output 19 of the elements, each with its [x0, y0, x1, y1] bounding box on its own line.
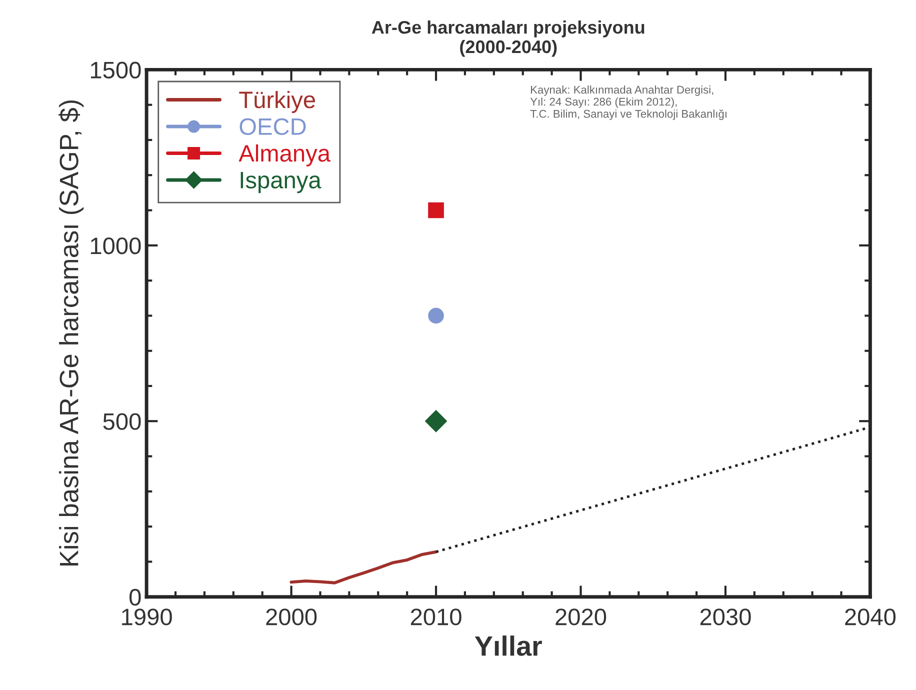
chart-title: Ar-Ge harcamaları projeksiyonu (2000-2040) — [372, 20, 644, 57]
x-axis-title: Yıllar — [474, 636, 542, 656]
x-tick-label: 2020 — [556, 608, 606, 626]
y-axis-title: Kisi basina AR-Ge harcaması (SAGP, $) — [58, 100, 84, 566]
legend-label: Ispanya — [240, 172, 322, 194]
x-tick-label: 2040 — [845, 608, 896, 626]
x-tick-label: 1990 — [122, 608, 172, 626]
y-tick-label: 1000 — [90, 237, 141, 254]
line-series — [290, 550, 438, 584]
legend-label: Türkiye — [239, 90, 315, 113]
x-tick-label: 2010 — [410, 608, 462, 626]
legend-label: Almanya — [238, 144, 331, 166]
x-tick-label: 2000 — [266, 608, 317, 626]
y-tick-label: 500 — [103, 413, 141, 430]
y-tick-label: 0 — [129, 588, 141, 606]
legend-label: OECD — [240, 118, 306, 136]
y-tick-label: 1500 — [90, 62, 141, 78]
annotation: Kaynak: Kalkınmada Anahtar Dergisi, Yıl: 24 Sayı: 286 (Ekim 2012), T.C. Bilim, Sanayi ve Teknoloji Bakanlığı — [530, 86, 726, 120]
x-tick-label: 2030 — [700, 608, 751, 626]
